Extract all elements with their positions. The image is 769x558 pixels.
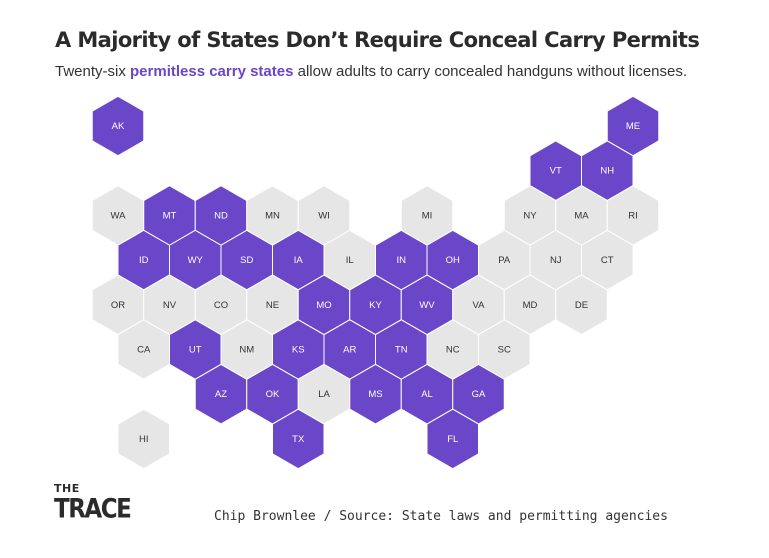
state-label: MI [422,210,433,221]
state-label: MA [574,210,589,221]
subtitle-highlight: permitless carry states [130,63,294,80]
the-trace-logo: THE TRACE [54,479,132,525]
state-label: KS [292,345,305,356]
state-label: AR [343,345,356,356]
state-label: OH [446,255,460,266]
state-label: NM [239,345,254,356]
logo-bottom-text: TRACE [54,494,132,525]
state-hex-ak: AK [91,95,145,157]
chart-title: A Majority of States Don’t Require Conce… [55,28,700,52]
state-label: UT [189,345,202,356]
state-label: CA [137,345,151,356]
state-hex-shape [117,408,170,470]
state-hex-shape [91,95,145,157]
state-label: SD [240,255,253,266]
state-label: AZ [215,389,227,400]
state-label: DE [575,300,588,311]
state-label: NC [446,345,460,356]
state-label: NJ [550,255,562,266]
state-label: IL [346,255,354,266]
state-label: OK [266,389,280,400]
state-label: TX [292,434,305,445]
state-label: CT [601,255,614,266]
state-label: ID [139,255,149,266]
logo-top-text: THE [54,482,80,495]
state-label: AL [421,389,433,400]
state-label: MT [163,210,177,221]
state-label: LA [318,389,330,400]
state-label: WA [111,210,127,221]
state-label: MO [316,300,331,311]
state-label: MD [523,300,538,311]
state-label: NE [266,300,279,311]
state-label: ND [214,210,228,221]
state-label: NH [600,166,614,177]
state-label: MS [368,389,382,400]
source-credit: Chip Brownlee / Source: State laws and p… [214,509,668,524]
state-label: NV [163,300,177,311]
state-label: OR [111,300,125,311]
state-label: SC [498,345,511,356]
state-label: WY [188,255,204,266]
state-label: VT [550,166,562,177]
state-label: CO [214,300,228,311]
state-label: KY [369,300,382,311]
state-hex-fl: FL [426,408,479,470]
state-label: NY [523,210,537,221]
state-label: HI [139,434,149,445]
state-label: WV [419,300,435,311]
chart-subtitle: Twenty-six permitless carry states allow… [55,63,687,80]
hex-tile-map: AK ME VT NH WA MT ND MN WI MI NY MA RI ID WY SD IA IL IN OH… [91,95,660,470]
state-label: IN [397,255,407,266]
state-label: GA [472,389,486,400]
state-hex-hi: HI [117,408,170,470]
subtitle-text-before: Twenty-six [55,63,131,80]
state-label: RI [628,210,638,221]
state-hex-shape [272,408,325,470]
state-label: VA [473,300,486,311]
state-label: MN [265,210,280,221]
state-hex-shape [426,408,479,470]
state-label: AK [112,121,125,132]
state-label: FL [447,434,458,445]
state-label: WI [318,210,330,221]
state-hex-de: DE [555,274,608,336]
state-label: IA [294,255,304,266]
state-hex-shape [555,274,608,336]
state-hex-tx: TX [272,408,325,470]
state-label: PA [498,255,511,266]
state-label: ME [626,121,640,132]
state-label: TN [395,345,408,356]
subtitle-text-after: allow adults to carry concealed handguns… [293,63,688,80]
